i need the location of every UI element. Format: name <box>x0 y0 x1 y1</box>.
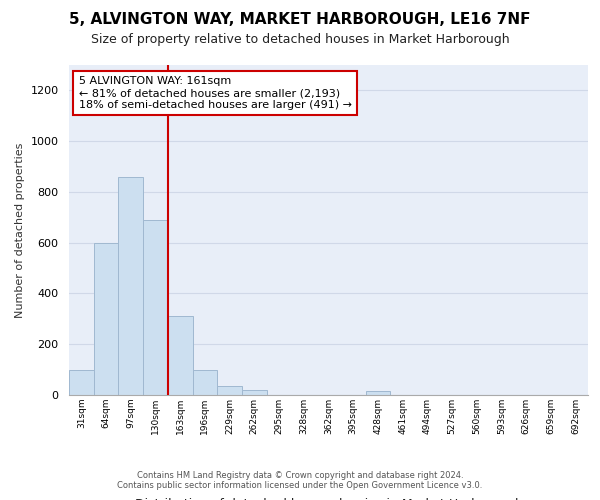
Y-axis label: Number of detached properties: Number of detached properties <box>15 142 25 318</box>
Bar <box>168 316 193 395</box>
X-axis label: Distribution of detached houses by size in Market Harborough: Distribution of detached houses by size … <box>134 498 523 500</box>
Bar <box>69 370 94 395</box>
Bar <box>365 391 390 395</box>
Bar <box>193 370 217 395</box>
Text: Size of property relative to detached houses in Market Harborough: Size of property relative to detached ho… <box>91 32 509 46</box>
Text: 5, ALVINGTON WAY, MARKET HARBOROUGH, LE16 7NF: 5, ALVINGTON WAY, MARKET HARBOROUGH, LE1… <box>69 12 531 28</box>
Bar <box>242 390 267 395</box>
Bar <box>94 242 118 395</box>
Text: 5 ALVINGTON WAY: 161sqm
← 81% of detached houses are smaller (2,193)
18% of semi: 5 ALVINGTON WAY: 161sqm ← 81% of detache… <box>79 76 352 110</box>
Bar <box>118 176 143 395</box>
Text: Contains HM Land Registry data © Crown copyright and database right 2024.
Contai: Contains HM Land Registry data © Crown c… <box>118 470 482 490</box>
Bar <box>217 386 242 395</box>
Bar <box>143 220 168 395</box>
